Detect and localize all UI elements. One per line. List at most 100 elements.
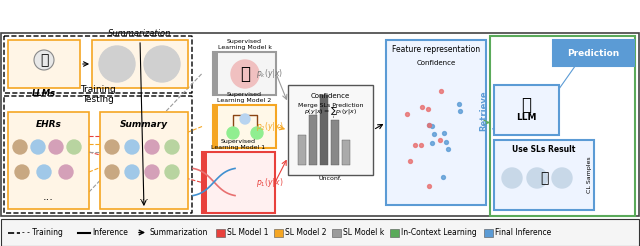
Bar (274, 229, 283, 236)
Text: Summary: Summary (120, 120, 168, 129)
Text: Testing: Testing (82, 95, 114, 104)
Circle shape (31, 140, 45, 154)
Circle shape (552, 168, 572, 188)
FancyBboxPatch shape (386, 40, 486, 205)
Bar (202, 152, 207, 213)
FancyBboxPatch shape (8, 40, 80, 88)
Text: $p_1(y|x)$: $p_1(y|x)$ (255, 176, 283, 189)
Text: 🤖: 🤖 (40, 53, 48, 67)
Circle shape (145, 140, 159, 154)
Bar (213, 52, 218, 95)
Bar (320, 95, 328, 165)
Circle shape (144, 46, 180, 82)
Bar (288, 85, 373, 175)
Point (435, 138, 445, 142)
Text: Training: Training (80, 85, 116, 94)
Bar (484, 229, 493, 236)
Text: Feature representation: Feature representation (392, 45, 480, 54)
Point (422, 108, 433, 111)
Text: $p(y|x)=\sum_i p_i(y|x)$: $p(y|x)=\sum_i p_i(y|x)$ (304, 105, 357, 121)
FancyBboxPatch shape (1, 33, 639, 216)
Point (428, 124, 438, 128)
Circle shape (37, 165, 51, 179)
Bar (309, 115, 317, 165)
Circle shape (231, 60, 259, 88)
Point (424, 123, 434, 127)
Text: In-Context Learning: In-Context Learning (401, 228, 477, 237)
Circle shape (165, 140, 179, 154)
Bar (298, 135, 306, 165)
Point (454, 109, 465, 113)
Text: LLM: LLM (516, 113, 537, 123)
Bar (331, 120, 339, 165)
Circle shape (145, 165, 159, 179)
Text: Unconf.: Unconf. (319, 176, 342, 181)
Text: ...: ... (139, 192, 149, 202)
Circle shape (105, 165, 119, 179)
Point (429, 132, 439, 136)
Text: SL Model k: SL Model k (343, 228, 384, 237)
Text: ...: ... (43, 192, 54, 202)
Text: Supervised
Learning Model 2: Supervised Learning Model 2 (218, 92, 271, 103)
FancyBboxPatch shape (92, 40, 188, 88)
Text: Inference: Inference (92, 228, 128, 237)
Point (416, 143, 426, 147)
Point (454, 102, 464, 106)
Circle shape (34, 50, 54, 70)
Bar (213, 105, 276, 148)
Circle shape (67, 140, 81, 154)
Bar (213, 105, 218, 148)
Text: 🤖: 🤖 (522, 96, 531, 114)
Text: $p_2(y|x)$: $p_2(y|x)$ (255, 120, 283, 133)
Point (424, 184, 434, 188)
Circle shape (502, 168, 522, 188)
Circle shape (125, 165, 139, 179)
Text: Use SLs Result: Use SLs Result (512, 145, 576, 154)
Text: Prediction: Prediction (568, 48, 620, 58)
Text: EHRs: EHRs (36, 120, 61, 129)
Circle shape (59, 165, 73, 179)
Circle shape (49, 140, 63, 154)
Text: Confidence: Confidence (417, 60, 456, 66)
Text: 🧠: 🧠 (540, 171, 548, 185)
Text: Supervised
Learning Model 1: Supervised Learning Model 1 (211, 139, 266, 150)
Circle shape (240, 114, 250, 124)
FancyBboxPatch shape (100, 112, 188, 209)
Bar (342, 140, 350, 165)
Text: LLMs: LLMs (32, 89, 56, 98)
Text: Summarization: Summarization (150, 228, 209, 237)
Text: Retrieve: Retrieve (479, 91, 488, 131)
Circle shape (99, 46, 135, 82)
Circle shape (165, 165, 179, 179)
Point (439, 131, 449, 135)
Circle shape (251, 127, 263, 139)
Point (440, 140, 451, 144)
Bar (1, 219, 639, 246)
Point (436, 89, 446, 93)
Text: CL Samples: CL Samples (587, 157, 592, 193)
Point (417, 105, 428, 109)
Bar (390, 229, 399, 236)
Text: Final Inference: Final Inference (495, 228, 551, 237)
Circle shape (125, 140, 139, 154)
Text: SL Model 2: SL Model 2 (285, 228, 326, 237)
FancyBboxPatch shape (494, 140, 594, 210)
Text: - - Training: - - Training (22, 228, 63, 237)
Bar (213, 52, 276, 95)
FancyBboxPatch shape (494, 85, 559, 135)
Point (410, 143, 420, 147)
Text: Summarization: Summarization (108, 29, 172, 38)
Circle shape (227, 127, 239, 139)
Text: Merge SLs Prediction: Merge SLs Prediction (298, 103, 364, 108)
Text: 🧠: 🧠 (240, 65, 250, 83)
Text: $p_k(y|x)$: $p_k(y|x)$ (256, 67, 283, 80)
Circle shape (527, 168, 547, 188)
FancyBboxPatch shape (8, 112, 89, 209)
Point (402, 112, 412, 116)
Circle shape (105, 140, 119, 154)
Circle shape (15, 165, 29, 179)
Point (424, 123, 434, 127)
Circle shape (13, 140, 27, 154)
Text: Supervised
Learning Model k: Supervised Learning Model k (218, 39, 271, 50)
Bar (202, 152, 275, 213)
